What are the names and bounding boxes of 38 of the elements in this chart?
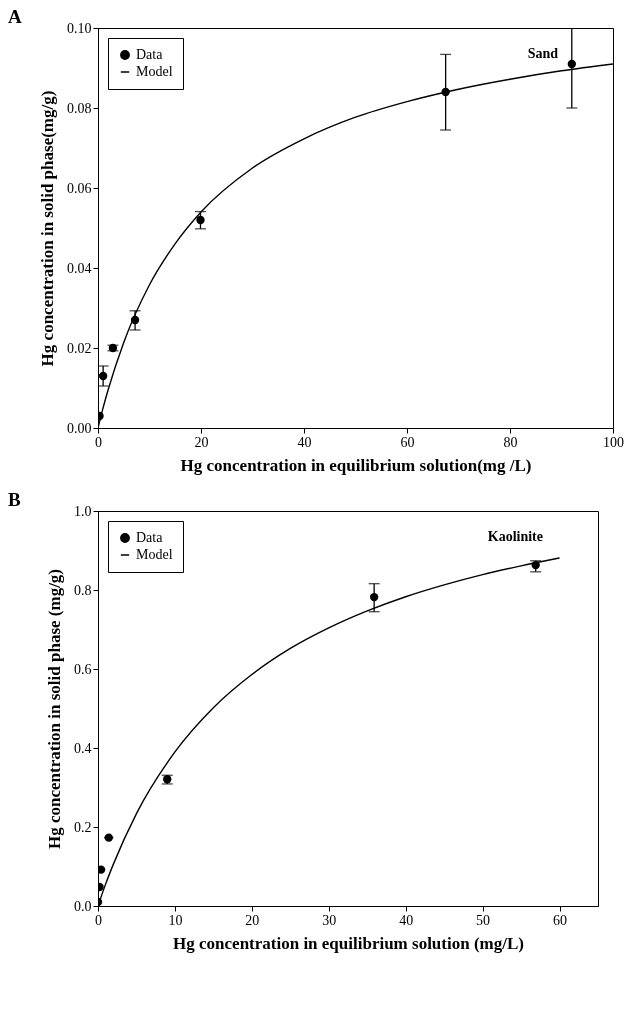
y-tick-label: 0.8 bbox=[74, 582, 92, 598]
y-axis-title: Hg concentration in solid phase(mg/g) bbox=[38, 90, 57, 367]
x-tick-label: 20 bbox=[245, 912, 260, 928]
x-tick-label: 30 bbox=[322, 912, 337, 928]
y-tick-label: 0.00 bbox=[67, 420, 92, 436]
legend-label: Model bbox=[136, 64, 173, 79]
x-tick-label: 100 bbox=[603, 434, 624, 450]
legend-label: Data bbox=[136, 530, 164, 545]
y-tick-label: 0.04 bbox=[67, 260, 92, 276]
x-axis-title: Hg concentration in equilibrium solution (mg/L) bbox=[173, 933, 524, 953]
x-axis-title: Hg concentration in equilibrium solution(mg /L) bbox=[180, 455, 532, 475]
x-tick-label: 60 bbox=[400, 434, 415, 450]
y-axis-title: Hg concentration in solid phase (mg/g) bbox=[45, 568, 64, 850]
x-tick-label: 0 bbox=[95, 912, 102, 928]
x-tick-label: 80 bbox=[503, 434, 518, 450]
y-tick-label: 0.6 bbox=[74, 661, 92, 677]
annotation: Sand bbox=[527, 46, 559, 61]
y-tick-label: 0.08 bbox=[67, 100, 92, 116]
y-tick-label: 0.10 bbox=[67, 20, 92, 36]
x-tick-label: 0 bbox=[95, 434, 102, 450]
x-tick-label: 50 bbox=[476, 912, 491, 928]
y-tick-label: 0.06 bbox=[67, 180, 92, 196]
y-tick-label: 0.2 bbox=[74, 819, 92, 835]
point bbox=[98, 865, 106, 874]
legend-label: Model bbox=[136, 547, 173, 562]
x-tick-label: 20 bbox=[194, 434, 209, 450]
legend-label: Data bbox=[136, 47, 164, 62]
x-tick-label: 40 bbox=[297, 434, 312, 450]
x-tick-label: 40 bbox=[399, 912, 414, 928]
annotation: Kaolinite bbox=[487, 529, 543, 544]
y-tick-label: 0.02 bbox=[67, 340, 92, 356]
chart-title: B bbox=[8, 489, 21, 510]
x-tick-label: 10 bbox=[168, 912, 183, 928]
y-tick-label: 0.0 bbox=[74, 898, 92, 914]
y-tick-label: 1.0 bbox=[74, 503, 92, 519]
chart-title: A bbox=[8, 6, 22, 27]
y-tick-label: 0.4 bbox=[74, 740, 92, 756]
x-tick-label: 60 bbox=[553, 912, 568, 928]
